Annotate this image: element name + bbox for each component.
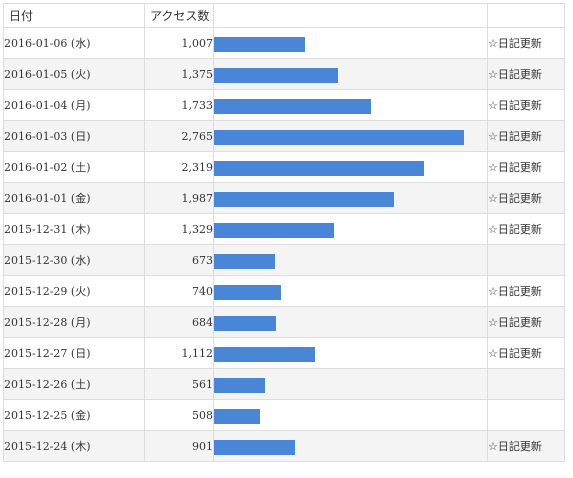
table-row: 2015-12-28 (月) 684 ☆日記更新 — [3, 306, 565, 338]
date-cell: 2016-01-02 (土) — [3, 151, 145, 183]
table-row: 2015-12-31 (木) 1,329 ☆日記更新 — [3, 213, 565, 245]
diary-update-link[interactable]: ☆日記更新 — [487, 120, 565, 152]
note-cell — [487, 399, 565, 431]
bar-column-header — [213, 3, 488, 28]
bar-cell — [213, 27, 488, 59]
table-row: 2016-01-01 (金) 1,987 ☆日記更新 — [3, 182, 565, 214]
bar-cell — [213, 275, 488, 307]
access-count-cell: 684 — [144, 306, 214, 338]
date-cell: 2015-12-29 (火) — [3, 275, 145, 307]
bar-cell — [213, 89, 488, 121]
access-bar — [214, 285, 281, 300]
table-header-row: 日付 アクセス数 — [3, 3, 565, 28]
diary-update-link[interactable]: ☆日記更新 — [487, 275, 565, 307]
access-bar — [214, 192, 394, 207]
date-cell: 2015-12-24 (木) — [3, 430, 145, 462]
bar-cell — [213, 244, 488, 276]
bar-cell — [213, 399, 488, 431]
table-row: 2016-01-04 (月) 1,733 ☆日記更新 — [3, 89, 565, 121]
date-cell: 2016-01-06 (水) — [3, 27, 145, 59]
access-bar — [214, 409, 260, 424]
access-count-cell: 901 — [144, 430, 214, 462]
access-bar — [214, 130, 464, 145]
diary-update-link[interactable]: ☆日記更新 — [487, 151, 565, 183]
access-count-cell: 2,319 — [144, 151, 214, 183]
access-bar — [214, 254, 275, 269]
table-row: 2015-12-25 (金) 508 — [3, 399, 565, 431]
access-bar — [214, 161, 424, 176]
table-row: 2016-01-05 (火) 1,375 ☆日記更新 — [3, 58, 565, 90]
access-count-cell: 740 — [144, 275, 214, 307]
access-count-cell: 673 — [144, 244, 214, 276]
date-cell: 2015-12-30 (水) — [3, 244, 145, 276]
bar-cell — [213, 368, 488, 400]
date-cell: 2016-01-04 (月) — [3, 89, 145, 121]
access-count-cell: 1,375 — [144, 58, 214, 90]
diary-update-link[interactable]: ☆日記更新 — [487, 306, 565, 338]
access-count-cell: 1,007 — [144, 27, 214, 59]
access-count-cell: 508 — [144, 399, 214, 431]
access-count-cell: 1,987 — [144, 182, 214, 214]
diary-update-link[interactable]: ☆日記更新 — [487, 430, 565, 462]
access-count-cell: 1,329 — [144, 213, 214, 245]
diary-update-link[interactable]: ☆日記更新 — [487, 89, 565, 121]
bar-cell — [213, 306, 488, 338]
diary-update-link[interactable]: ☆日記更新 — [487, 182, 565, 214]
table-row: 2015-12-26 (土) 561 — [3, 368, 565, 400]
date-column-header: 日付 — [3, 3, 145, 28]
note-cell — [487, 244, 565, 276]
access-table: 日付 アクセス数 2016-01-06 (水) 1,007 ☆日記更新 2016-01… — [3, 3, 565, 462]
bar-cell — [213, 213, 488, 245]
date-cell: 2015-12-27 (日) — [3, 337, 145, 369]
access-bar — [214, 37, 305, 52]
access-bar — [214, 68, 338, 83]
table-row: 2016-01-03 (日) 2,765 ☆日記更新 — [3, 120, 565, 152]
diary-update-link[interactable]: ☆日記更新 — [487, 58, 565, 90]
access-count-cell: 1,733 — [144, 89, 214, 121]
table-row: 2015-12-24 (木) 901 ☆日記更新 — [3, 430, 565, 462]
note-column-header — [487, 3, 565, 28]
bar-cell — [213, 182, 488, 214]
access-count-cell: 1,112 — [144, 337, 214, 369]
date-cell: 2015-12-25 (金) — [3, 399, 145, 431]
table-row: 2015-12-30 (水) 673 — [3, 244, 565, 276]
table-row: 2016-01-02 (土) 2,319 ☆日記更新 — [3, 151, 565, 183]
diary-update-link[interactable]: ☆日記更新 — [487, 27, 565, 59]
date-cell: 2016-01-05 (火) — [3, 58, 145, 90]
access-count-column-header: アクセス数 — [144, 3, 214, 28]
diary-update-link[interactable]: ☆日記更新 — [487, 337, 565, 369]
bar-cell — [213, 151, 488, 183]
access-bar — [214, 99, 371, 114]
access-bar — [214, 223, 334, 238]
table-row: 2015-12-29 (火) 740 ☆日記更新 — [3, 275, 565, 307]
access-bar — [214, 378, 265, 393]
access-bar — [214, 347, 315, 362]
date-cell: 2016-01-03 (日) — [3, 120, 145, 152]
table-row: 2015-12-27 (日) 1,112 ☆日記更新 — [3, 337, 565, 369]
date-cell: 2015-12-26 (土) — [3, 368, 145, 400]
table-row: 2016-01-06 (水) 1,007 ☆日記更新 — [3, 27, 565, 59]
diary-update-link[interactable]: ☆日記更新 — [487, 213, 565, 245]
note-cell — [487, 368, 565, 400]
access-bar — [214, 440, 295, 455]
date-cell: 2015-12-28 (月) — [3, 306, 145, 338]
bar-cell — [213, 430, 488, 462]
date-cell: 2016-01-01 (金) — [3, 182, 145, 214]
access-count-cell: 2,765 — [144, 120, 214, 152]
access-count-cell: 561 — [144, 368, 214, 400]
access-bar — [214, 316, 276, 331]
bar-cell — [213, 120, 488, 152]
bar-cell — [213, 337, 488, 369]
bar-cell — [213, 58, 488, 90]
date-cell: 2015-12-31 (木) — [3, 213, 145, 245]
